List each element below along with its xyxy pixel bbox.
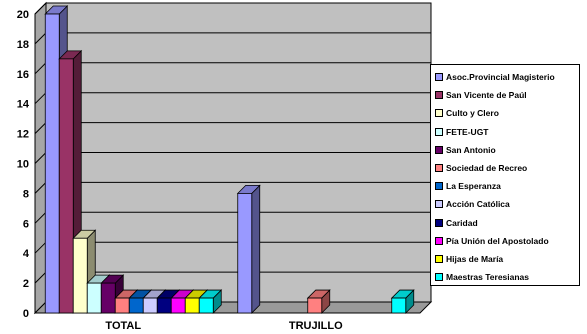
y-tick-label: 12 [17,129,29,141]
bar-front [307,297,323,314]
x-axis: TOTAL TRUJILLO [105,320,343,332]
legend-label: San Antonio [446,144,496,155]
y-tick-label: 10 [17,159,29,171]
gridline [34,2,431,15]
bars-group [44,5,415,314]
y-tick-label: 8 [23,188,29,200]
bar-front [44,13,60,314]
legend-label: Acción Católica [446,199,510,210]
bar-front [198,297,214,314]
legend-item: Maestras Teresianas [435,268,579,286]
y-tick-label: 20 [17,9,29,21]
legend-item: Hijas de María [435,250,579,268]
bar-front [58,58,74,314]
legend-label: FETE-UGT [446,126,489,137]
legend-swatch [435,127,443,136]
legend-label: Asoc.Provincial Magisterio [446,72,555,83]
y-tick-label: 16 [17,69,29,81]
legend-item: Pía Unión del Apostolado [435,232,579,250]
y-tick-label: 4 [23,248,30,260]
bar-front [114,297,130,314]
legend-item: Acción Católica [435,195,579,213]
bar-side [251,184,261,314]
bar-trujillo-0 [236,184,261,314]
legend-label: La Esperanza [446,181,501,192]
bar-trujillo-5 [306,289,331,314]
legend-label: Pía Unión del Apostolado [446,235,549,246]
bar-total-11 [198,289,223,314]
y-tick-label: 14 [17,99,30,111]
bar-front [128,297,144,314]
bar-trujillo-11 [390,289,415,314]
legend-swatch [435,218,443,227]
bar-front [142,297,158,314]
legend-item: Asoc.Provincial Magisterio [435,68,579,86]
legend-item: Culto y Clero [435,104,579,122]
bar-front [170,297,186,314]
legend: Asoc.Provincial Magisterio San Vicente de… [430,64,580,286]
legend-label: Sociedad de Recreo [446,163,528,174]
legend-item: Sociedad de Recreo [435,159,579,177]
legend-item: La Esperanza [435,177,579,195]
bar-front [156,297,172,314]
bar-front [72,237,88,314]
legend-swatch [435,164,443,173]
legend-label: Caridad [446,217,478,228]
bar-front [100,282,116,314]
legend-item: San Vicente de Paúl [435,86,579,104]
legend-swatch [435,182,443,191]
legend-swatch [435,200,443,209]
legend-label: San Vicente de Paúl [446,90,527,101]
legend-label: Maestras Teresianas [446,272,530,283]
legend-swatch [435,91,443,100]
legend-swatch [435,254,443,263]
bar-front [86,282,102,314]
legend-swatch [435,145,443,154]
bar-front [391,297,407,314]
legend-item: San Antonio [435,141,579,159]
y-tick-label: 2 [23,278,29,290]
bar-front [237,192,253,314]
legend-swatch [435,273,443,282]
legend-swatch [435,73,443,82]
legend-label: Hijas de María [446,253,504,264]
bar-front [184,297,200,314]
legend-item: Caridad [435,214,579,232]
y-tick-label: 0 [23,308,29,320]
legend-item: FETE-UGT [435,123,579,141]
x-tick-label: TOTAL [105,320,141,332]
x-tick-label: TRUJILLO [289,320,343,332]
legend-swatch [435,236,443,245]
y-tick-label: 18 [17,39,29,51]
y-axis: 0 2 4 6 8 10 12 14 16 18 20 [17,9,36,320]
legend-label: Culto y Clero [446,108,499,119]
y-tick-label: 6 [23,218,29,230]
legend-swatch [435,109,443,118]
